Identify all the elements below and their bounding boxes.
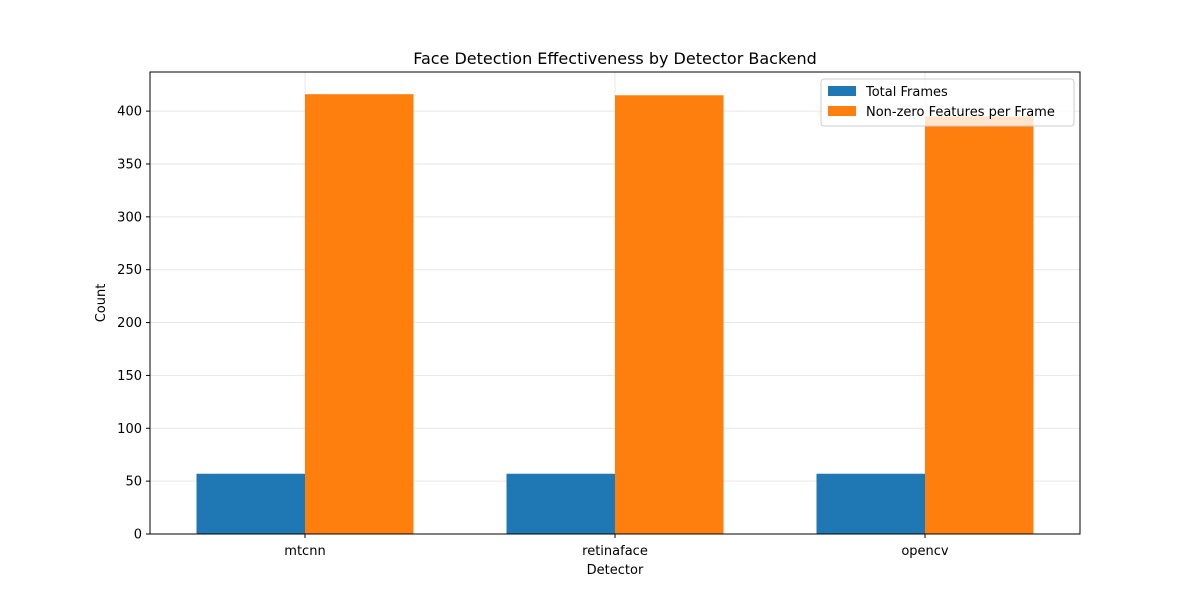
y-tick-label: 0 [134,528,142,543]
chart-title: Face Detection Effectiveness by Detector… [413,49,817,68]
y-axis-title: Count [94,284,109,323]
y-tick-label: 350 [117,157,142,172]
bar-total-frames-mtcnn [196,473,305,534]
y-tick-label: 200 [117,316,142,331]
y-tick-label: 50 [125,475,142,490]
y-tick-label: 400 [117,105,142,120]
legend-swatch-nonzero-features [828,106,856,116]
y-axis: 0 50 100 150 200 250 300 350 400 [117,105,150,543]
x-tick-label: mtcnn [284,544,325,559]
legend-swatch-total-frames [828,86,856,96]
legend-label-total-frames: Total Frames [865,85,948,100]
bar-total-frames-opencv [816,473,925,534]
legend: Total Frames Non-zero Features per Frame [820,78,1075,127]
x-tick-label: retinaface [582,544,648,559]
bar-nonzero-features-retinaface [615,95,724,535]
y-tick-label: 250 [117,263,142,278]
bar-total-frames-retinaface [506,473,615,534]
y-tick-label: 150 [117,369,142,384]
legend-box [820,78,1075,127]
x-tick-label: opencv [901,544,949,559]
x-axis: mtcnn retinaface opencv [284,534,949,559]
y-tick-label: 100 [117,422,142,437]
legend-label-nonzero-features: Non-zero Features per Frame [866,105,1055,120]
bar-nonzero-features-opencv [925,116,1034,535]
bars [196,94,1034,535]
x-axis-title: Detector [587,563,644,578]
bar-nonzero-features-mtcnn [305,94,414,535]
y-tick-label: 300 [117,210,142,225]
